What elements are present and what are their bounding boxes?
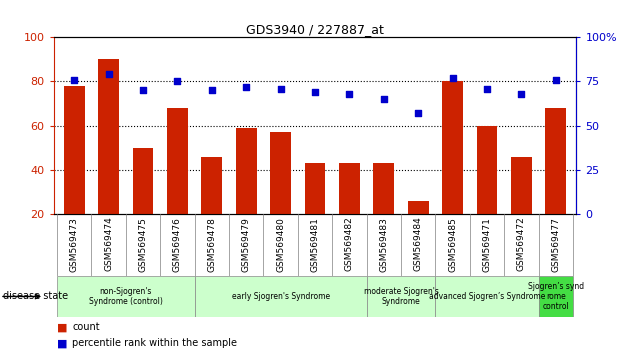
Text: GSM569475: GSM569475 [139,217,147,272]
Text: GSM569485: GSM569485 [448,217,457,272]
Text: ■: ■ [57,338,67,348]
Text: count: count [72,322,100,332]
Bar [435,276,539,317]
Bar [339,163,360,214]
Bar [442,81,463,214]
Point [69,77,79,82]
Bar [305,163,325,214]
Text: GSM569471: GSM569471 [483,217,491,272]
Point [138,87,148,93]
Bar [195,276,367,317]
Point [103,72,113,77]
Point [310,89,320,95]
Text: GSM569474: GSM569474 [104,217,113,272]
Text: GSM569477: GSM569477 [551,217,560,272]
Bar [408,201,428,214]
Point [447,75,457,81]
Point [241,84,251,90]
Text: ■: ■ [57,322,67,332]
Text: GSM569484: GSM569484 [414,217,423,272]
Text: GSM569476: GSM569476 [173,217,182,272]
Text: Sjogren’s synd
rome
control: Sjogren’s synd rome control [528,281,584,312]
Bar [270,132,291,214]
Bar [167,108,188,214]
Text: GSM569473: GSM569473 [70,217,79,272]
Text: GSM569481: GSM569481 [311,217,319,272]
Bar [64,86,84,214]
Point [482,86,492,91]
Point [345,91,355,97]
Point [413,110,423,116]
Bar [202,156,222,214]
Text: GSM569472: GSM569472 [517,217,526,272]
Bar [133,148,153,214]
Bar [511,156,532,214]
Point [173,79,183,84]
Text: GSM569483: GSM569483 [379,217,388,272]
Text: GSM569480: GSM569480 [276,217,285,272]
Text: non-Sjogren's
Syndrome (control): non-Sjogren's Syndrome (control) [89,287,163,306]
Text: GSM569478: GSM569478 [207,217,216,272]
Point [379,96,389,102]
Bar [477,126,497,214]
Bar [98,59,119,214]
Bar [57,276,195,317]
Point [207,87,217,93]
Point [275,86,285,91]
Text: GSM569479: GSM569479 [242,217,251,272]
Text: disease state: disease state [3,291,68,302]
Point [551,77,561,82]
Bar [539,276,573,317]
Text: early Sjogren's Syndrome: early Sjogren's Syndrome [232,292,329,301]
Bar [374,163,394,214]
Bar [367,276,435,317]
Text: moderate Sjogren's
Syndrome: moderate Sjogren's Syndrome [364,287,438,306]
Text: GSM569482: GSM569482 [345,217,354,272]
Bar [236,128,256,214]
Point [517,91,527,97]
Text: percentile rank within the sample: percentile rank within the sample [72,338,238,348]
Title: GDS3940 / 227887_at: GDS3940 / 227887_at [246,23,384,36]
Bar [546,108,566,214]
Text: advanced Sjogren’s Syndrome: advanced Sjogren’s Syndrome [429,292,545,301]
